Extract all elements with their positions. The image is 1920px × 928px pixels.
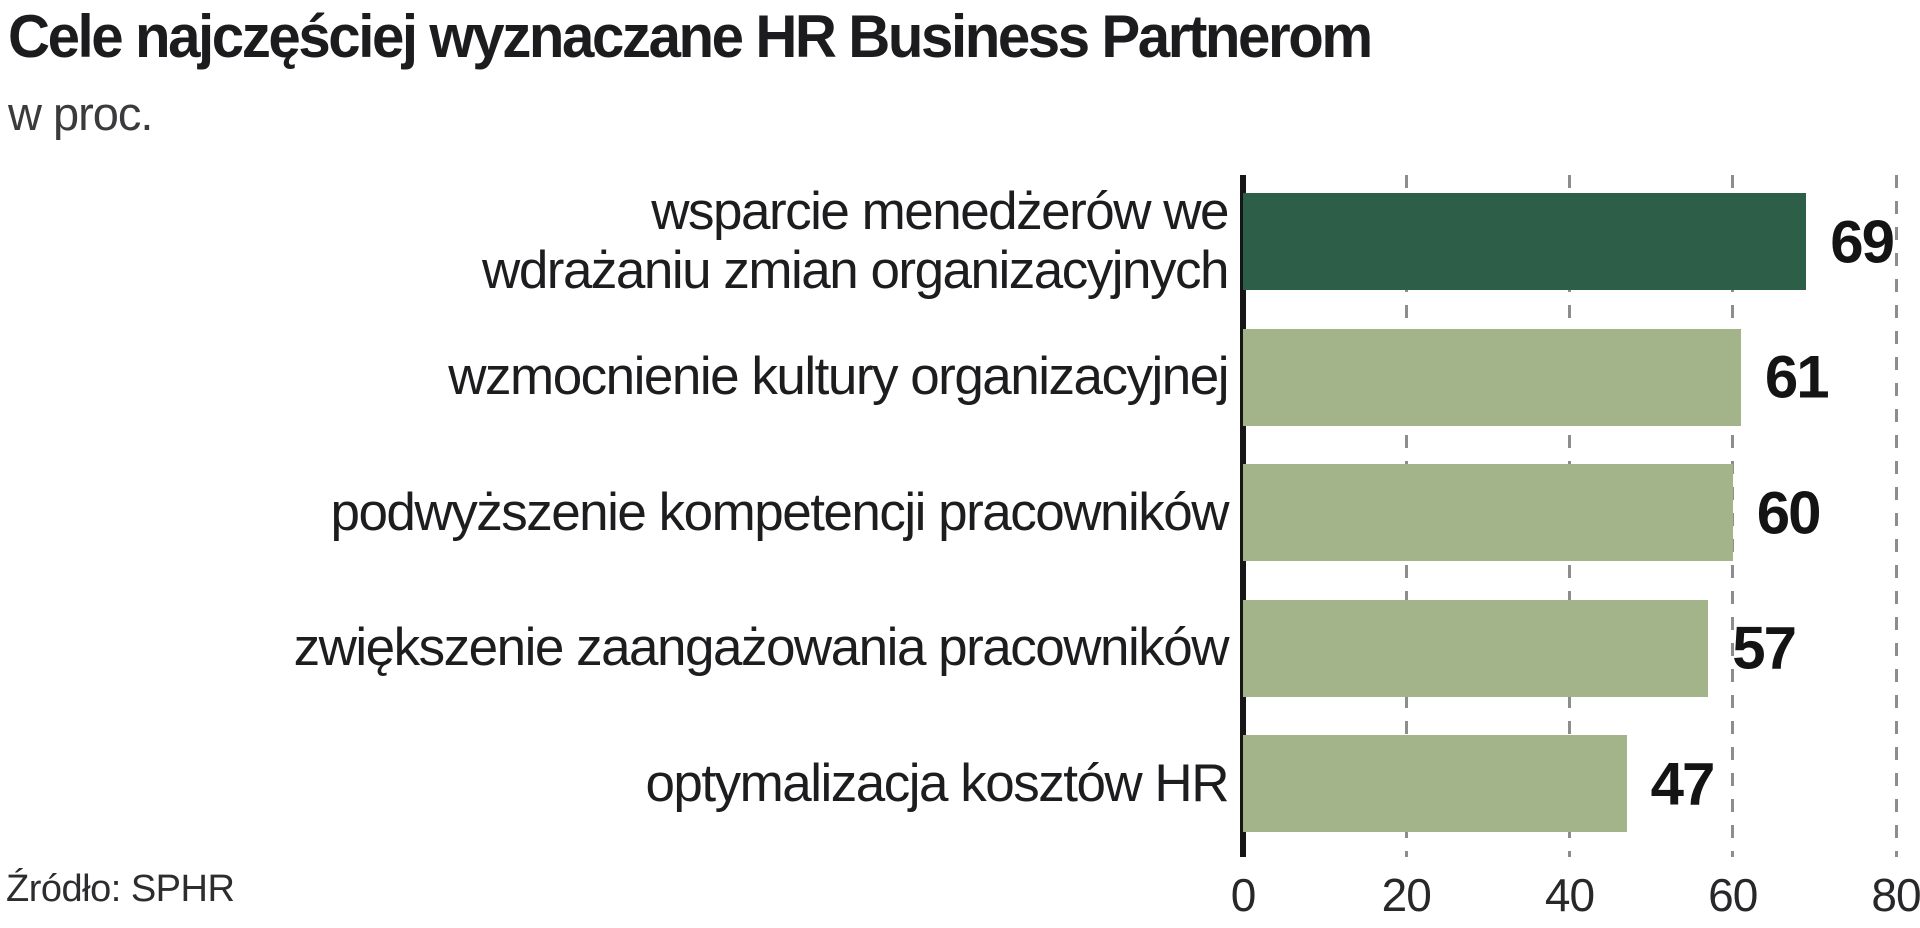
value-label-0: 69 [1830, 208, 1895, 275]
category-label-4: optymalizacja kosztów HR [645, 753, 1229, 813]
value-label-1: 61 [1764, 343, 1830, 411]
source-note: Źródło: SPHR [6, 868, 235, 910]
bar-1 [1243, 328, 1741, 426]
chart-subtitle: w proc. [8, 87, 153, 140]
x-tick-label-0: 0 [1230, 869, 1257, 921]
bar-4 [1243, 735, 1627, 832]
value-label-2: 60 [1756, 479, 1822, 546]
chart-title: Cele najczęściej wyznaczane HR Business … [8, 3, 1373, 70]
category-label-0: wsparcie menedżerów we wdrażaniu zmian o… [482, 181, 1229, 301]
x-tick-label-40: 40 [1544, 869, 1595, 921]
bar-0 [1243, 193, 1807, 290]
x-gridline-80 [1894, 175, 1898, 857]
x-tick-label-80: 80 [1871, 869, 1920, 921]
x-tick-label-60: 60 [1708, 869, 1758, 921]
bar-2 [1243, 464, 1733, 561]
category-label-1: wzmocnienie kultury organizacyjnej [448, 347, 1229, 407]
category-label-3: zwiększenie zaangażowania pracowników [293, 618, 1230, 678]
bar-3 [1243, 599, 1709, 697]
x-tick-label-20: 20 [1381, 869, 1432, 921]
value-label-4: 47 [1650, 750, 1716, 817]
x-gridline-60 [1731, 175, 1735, 857]
category-label-2: podwyższenie kompetencji pracowników [330, 482, 1229, 542]
value-label-3: 57 [1732, 614, 1797, 682]
